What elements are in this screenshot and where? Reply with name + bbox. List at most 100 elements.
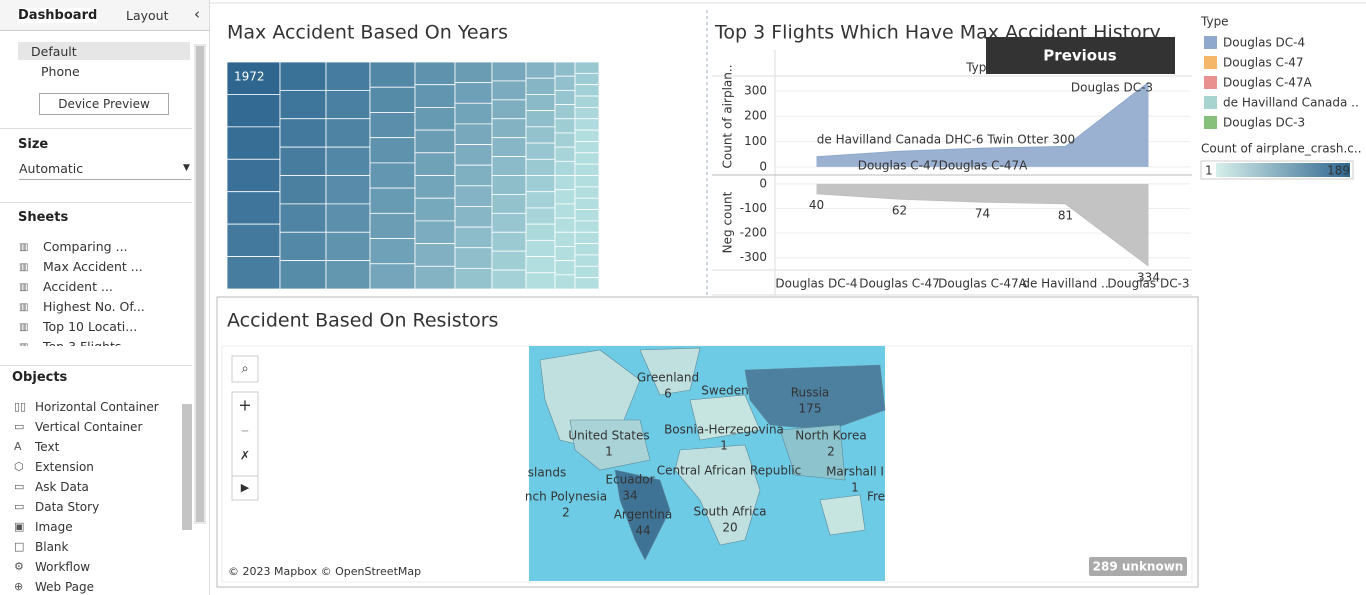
treemap-tile: [574, 209, 600, 222]
treemap-tile: [554, 61, 576, 77]
treemap-tile: [525, 142, 556, 160]
treemap-tile: [491, 80, 527, 101]
treemap-tile: [525, 94, 556, 112]
treemap-tile: [414, 107, 456, 131]
collapse[interactable]: ‹: [194, 5, 200, 23]
sheet-item[interactable]: Highest No. Of...: [43, 299, 145, 314]
map-label: Greenland: [637, 371, 699, 385]
previous-label[interactable]: Previous: [1043, 47, 1116, 65]
treemap-tile: [279, 146, 327, 176]
y-tick-label: -300: [740, 250, 767, 264]
treemap-tile: [525, 207, 556, 225]
map-label: South Africa: [694, 505, 767, 519]
treemap-tile: [525, 126, 556, 144]
treemap-tile: [491, 250, 527, 271]
annotation: Douglas C-47A: [939, 159, 1029, 173]
treemap-tile: [414, 152, 456, 176]
object-item[interactable]: Blank: [35, 540, 69, 554]
object-item[interactable]: Image: [35, 520, 73, 534]
sheet-item[interactable]: Accident ...: [43, 279, 113, 294]
treemap-tile: [554, 89, 576, 105]
country: [639, 347, 701, 396]
object-item[interactable]: Data Story: [35, 500, 100, 514]
treemap-tile: [491, 194, 527, 214]
sheet-item[interactable]: Top 10 Locati...: [43, 319, 138, 334]
country: [779, 424, 846, 481]
treemap-tile: [414, 84, 456, 108]
sheet-item[interactable]: Top 3 Flights: [43, 339, 121, 346]
treemap-tile: [279, 61, 327, 91]
color-ramp: [1216, 163, 1350, 177]
annotation: Douglas C-47: [858, 159, 939, 173]
x-tick-label: Douglas C-47: [859, 277, 940, 291]
scrollbar-thumb[interactable]: [182, 404, 192, 530]
data-label: 334: [1137, 271, 1160, 285]
legend-swatch: [1204, 76, 1217, 89]
treemap-tile: [279, 260, 327, 290]
legend-label: Douglas C-47A: [1223, 76, 1313, 90]
map-value: 44: [635, 524, 650, 538]
color-ramp-frame: [1200, 160, 1354, 180]
sheet-title: Accident Based On Resistors: [227, 310, 498, 332]
legend-title: Type: [1200, 15, 1229, 29]
treemap-tile: [325, 61, 371, 91]
object-item[interactable]: Extension: [35, 460, 94, 474]
unknown-label[interactable]: 289 unknown: [1093, 560, 1184, 574]
object-item[interactable]: Vertical Container: [35, 420, 143, 434]
treemap-tile: [491, 61, 527, 82]
sheet-item[interactable]: Comparing ...: [43, 239, 128, 254]
object-item[interactable]: Web Page: [35, 580, 95, 594]
object-item[interactable]: Ask Data: [35, 480, 89, 494]
map-value: 1: [605, 445, 613, 459]
treemap-tile: [554, 274, 576, 290]
treemap-tile: [525, 223, 556, 241]
treemap-tile: [525, 61, 556, 79]
scrollbar[interactable]: [194, 44, 206, 524]
device-preview-button[interactable]: Device Preview: [39, 93, 169, 115]
treemap-tile: [574, 243, 600, 256]
treemap-tile: [325, 89, 371, 120]
treemap-tile: [525, 272, 556, 290]
treemap-tile: [574, 220, 600, 233]
treemap-tile: [491, 212, 527, 233]
sheet-icon: ▥: [19, 282, 29, 293]
object-item[interactable]: Workflow: [35, 560, 91, 574]
treemap-tile: [525, 77, 556, 95]
country: [819, 494, 866, 536]
object-item[interactable]: Text: [35, 440, 60, 454]
treemap-tile: [454, 61, 493, 84]
treemap-tile: [226, 158, 281, 193]
unknown-badge[interactable]: [1089, 557, 1187, 576]
treemap-tile: [279, 175, 327, 205]
sheet-item[interactable]: Max Accident ...: [43, 259, 143, 274]
legend-label: Douglas C-47: [1223, 56, 1304, 70]
treemap-label: 1972: [234, 70, 265, 84]
divider: [0, 365, 192, 366]
tab[interactable]: Layout: [126, 8, 169, 23]
treemap-tile: [574, 163, 600, 176]
treemap-tile: [525, 158, 556, 176]
device[interactable]: Phone: [41, 64, 80, 79]
treemap-tile: [414, 265, 456, 290]
treemap-tile: [454, 267, 493, 290]
tab[interactable]: Dashboard: [18, 8, 98, 23]
play-button[interactable]: [231, 475, 259, 501]
data-label: 81: [1058, 208, 1073, 222]
map-credit: © 2023 Mapbox © OpenStreetMap: [228, 565, 421, 578]
treemap-tile: [574, 84, 600, 97]
y-tick-label: -200: [740, 226, 767, 240]
treemap-tile: [454, 185, 493, 207]
map-label: Sweden: [701, 384, 748, 398]
treemap-tile: [454, 247, 493, 269]
map-value: 1: [720, 439, 728, 453]
search-button[interactable]: [231, 355, 259, 383]
map-label: United States: [568, 429, 649, 443]
treemap-tile: [554, 118, 576, 134]
object-item[interactable]: Horizontal Container: [35, 400, 159, 414]
object-icon: ⬡: [14, 460, 24, 473]
treemap-tile: [414, 61, 456, 86]
device[interactable]: Default: [31, 44, 77, 59]
previous-button[interactable]: [986, 37, 1175, 74]
treemap-tile: [525, 110, 556, 128]
size-select[interactable]: Automatic: [19, 161, 191, 180]
